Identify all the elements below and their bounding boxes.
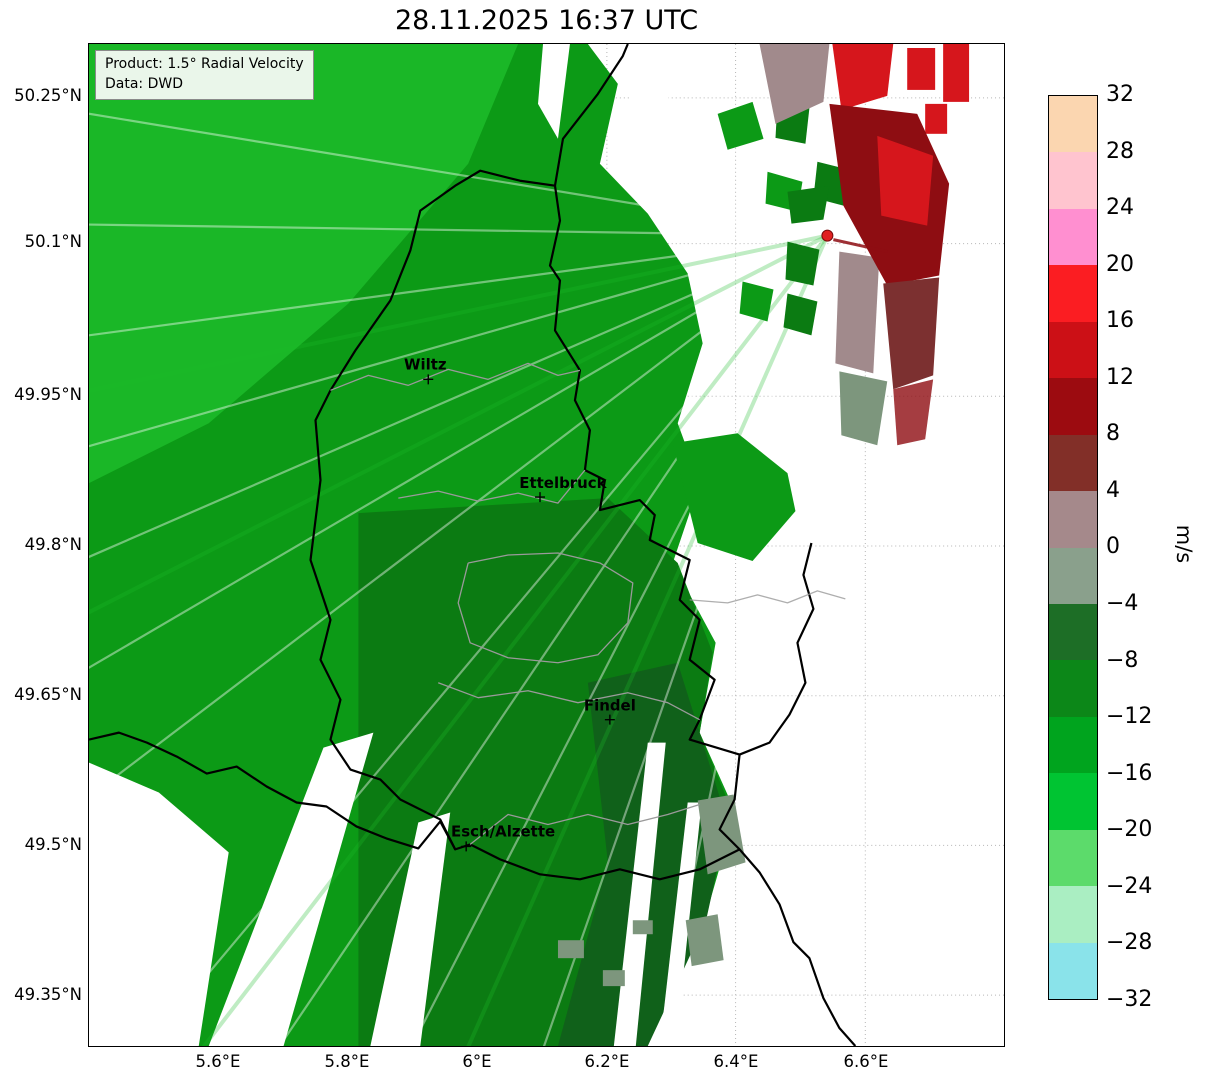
lon-tick: 6.2°E bbox=[584, 1052, 630, 1071]
city-marker bbox=[535, 492, 546, 503]
colorbar-tick: −24 bbox=[1106, 874, 1153, 899]
lat-tick: 49.95°N bbox=[14, 385, 82, 404]
colorbar-tick: 0 bbox=[1106, 534, 1120, 559]
data-source-label: Data: DWD bbox=[105, 75, 183, 92]
colorbar-segment bbox=[1049, 208, 1097, 266]
colorbar-segment bbox=[1049, 265, 1097, 322]
colorbar-tick: 16 bbox=[1106, 308, 1134, 333]
colorbar-segment bbox=[1049, 829, 1097, 887]
city-marker bbox=[423, 374, 434, 385]
lat-tick: 49.8°N bbox=[24, 535, 82, 554]
colorbar-tick: 24 bbox=[1106, 195, 1134, 220]
colorbar-segment bbox=[1049, 152, 1097, 209]
city-label: Ettelbruck bbox=[519, 474, 607, 492]
lat-tick: 50.25°N bbox=[14, 86, 82, 105]
city-marker bbox=[604, 714, 615, 725]
radar-site-dot bbox=[821, 229, 834, 242]
lat-tick: 49.5°N bbox=[24, 835, 82, 854]
colorbar-segment bbox=[1049, 547, 1097, 604]
colorbar-tick: 20 bbox=[1106, 252, 1134, 277]
map-canvas: Wiltz Ettelbruck Findel Esch/Alzette bbox=[89, 44, 1004, 1046]
colorbar-segment bbox=[1049, 491, 1097, 548]
city-annotations: Wiltz Ettelbruck Findel Esch/Alzette bbox=[404, 355, 636, 852]
lon-tick: 6.4°E bbox=[713, 1052, 759, 1071]
colorbar-tick: −28 bbox=[1106, 930, 1153, 955]
colorbar-segment bbox=[1049, 716, 1097, 774]
city-label: Wiltz bbox=[404, 355, 447, 373]
colorbar-tick: 12 bbox=[1106, 365, 1134, 390]
colorbar-segment bbox=[1049, 378, 1097, 435]
colorbar-tick: −8 bbox=[1106, 648, 1139, 673]
colorbar-tick: −32 bbox=[1106, 987, 1153, 1012]
colorbar-tick: 8 bbox=[1106, 421, 1120, 446]
colorbar-tick: −12 bbox=[1106, 704, 1153, 729]
colorbar-tick: 4 bbox=[1106, 478, 1120, 503]
colorbar-segment bbox=[1049, 886, 1097, 943]
map-axes: Wiltz Ettelbruck Findel Esch/Alzette Pro… bbox=[88, 43, 1005, 1047]
lon-tick: 6.6°E bbox=[843, 1052, 889, 1071]
colorbar-segment bbox=[1049, 96, 1097, 153]
colorbar-tick: −20 bbox=[1106, 817, 1153, 842]
city-label: Findel bbox=[584, 697, 636, 715]
lon-tick: 6°E bbox=[462, 1052, 492, 1071]
lon-tick: 5.6°E bbox=[195, 1052, 241, 1071]
lat-tick: 49.35°N bbox=[14, 985, 82, 1004]
district-borders bbox=[330, 362, 846, 845]
radar-site bbox=[821, 229, 888, 254]
lon-tick: 5.8°E bbox=[324, 1052, 370, 1071]
product-info-box: Product: 1.5° Radial Velocity Data: DWD bbox=[95, 50, 314, 101]
product-label: Product: 1.5° Radial Velocity bbox=[105, 56, 304, 72]
radial-streaks bbox=[89, 112, 830, 1046]
colorbar bbox=[1048, 95, 1098, 1000]
colorbar-segment bbox=[1049, 434, 1097, 492]
lat-tick: 49.65°N bbox=[14, 685, 82, 704]
velocity-field bbox=[89, 44, 970, 1046]
city-label: Esch/Alzette bbox=[451, 822, 555, 840]
colorbar-tick: −16 bbox=[1106, 761, 1153, 786]
colorbar-tick: 32 bbox=[1106, 82, 1134, 107]
city-marker bbox=[461, 841, 472, 852]
colorbar-segment bbox=[1049, 321, 1097, 379]
colorbar-tick: −4 bbox=[1106, 591, 1139, 616]
colorbar-segment bbox=[1049, 773, 1097, 830]
colorbar-tick: 28 bbox=[1106, 139, 1134, 164]
colorbar-gradient bbox=[1049, 96, 1097, 999]
colorbar-unit-label: m/s bbox=[1172, 524, 1197, 564]
colorbar-segment bbox=[1049, 660, 1097, 717]
colorbar-segment bbox=[1049, 942, 1097, 999]
country-borders bbox=[89, 44, 857, 1046]
lat-tick: 50.1°N bbox=[24, 232, 82, 251]
plot-title: 28.11.2025 16:37 UTC bbox=[394, 5, 699, 36]
colorbar-segment bbox=[1049, 603, 1097, 661]
